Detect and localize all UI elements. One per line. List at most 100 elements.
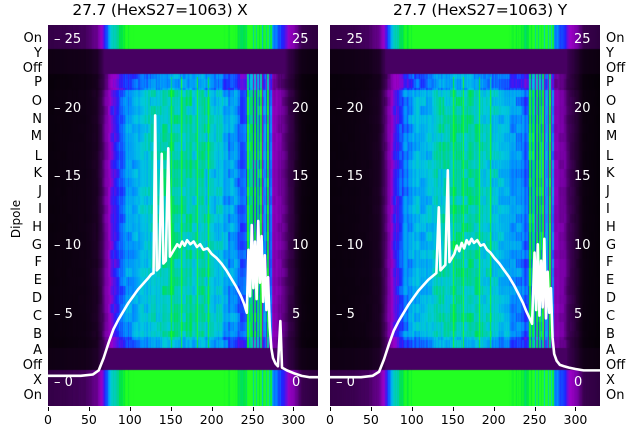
x-tick-mark [370, 407, 372, 411]
y-tick-label: 10 [574, 238, 591, 254]
x-tick-label: 250 [522, 412, 547, 427]
category-tick-a: A [606, 343, 615, 359]
panel-y-trace [330, 168, 600, 379]
category-tick-e: E [606, 273, 615, 289]
panel-y-category-axis: On Y Off P O N M L K J I H G F E D C B A Off X On [602, 0, 640, 440]
y-tick-label: 0 [574, 375, 583, 391]
category-tick-k: K [33, 166, 42, 182]
category-tick-j: J [38, 184, 42, 200]
category-tick-off: Off [606, 358, 626, 374]
y-tick-label: 15 [574, 169, 591, 185]
category-tick-on: On [23, 388, 42, 404]
y-tick-label: – 5 [54, 306, 73, 322]
x-tick-label: 150 [158, 412, 183, 427]
category-tick-l: L [606, 148, 614, 164]
x-tick-label: 50 [80, 412, 97, 427]
category-tick-f: F [606, 255, 614, 271]
y-tick-label: 10 [292, 238, 309, 254]
x-tick-mark [575, 407, 577, 411]
y-tick-label: 0 [292, 375, 301, 391]
y-tick-label: 5 [574, 306, 583, 322]
category-tick-x: X [33, 373, 42, 389]
category-tick-d: D [606, 291, 617, 307]
category-tick-x: X [606, 373, 615, 389]
category-tick-off: Off [22, 358, 42, 374]
x-tick-mark [293, 407, 295, 411]
x-tick-label: 0 [326, 412, 334, 427]
x-tick-label: 150 [440, 412, 465, 427]
category-tick-on: On [606, 388, 625, 404]
x-tick-label: 300 [563, 412, 588, 427]
y-tick-label: – 0 [336, 375, 355, 391]
category-tick-c: C [32, 308, 42, 324]
category-tick-off: Off [606, 60, 626, 76]
x-tick-mark [493, 407, 495, 411]
panel-y-plot-area[interactable] [330, 25, 600, 406]
x-tick-label: 100 [117, 412, 142, 427]
x-tick-mark [48, 407, 49, 411]
x-tick-label: 200 [481, 412, 506, 427]
category-tick-p: P [606, 74, 614, 90]
panel-y-title: 27.7 (HexS27=1063) Y [392, 1, 567, 19]
category-tick-j: J [606, 184, 610, 200]
x-tick-mark [534, 407, 536, 411]
x-tick-mark [411, 407, 413, 411]
y-tick-label: – 20 [336, 100, 364, 116]
category-tick-g: G [606, 237, 617, 253]
category-tick-m: M [30, 129, 42, 145]
category-tick-o: O [31, 93, 42, 109]
category-tick-f: F [34, 255, 42, 271]
panel-y-heatmap [330, 25, 600, 406]
x-tick-label: 0 [44, 412, 52, 427]
y-tick-label: 25 [574, 32, 591, 48]
x-tick-label: 50 [362, 412, 379, 427]
panel-x: 27.7 (HexS27=1063) X On Y Off P O N M L K J I H G F E D… [22, 1, 318, 427]
y-tick-label: – 15 [336, 169, 364, 185]
y-tick-label: – 10 [54, 238, 82, 254]
category-tick-h: H [32, 219, 42, 235]
panel-y: 27.7 (HexS27=1063) Y On Y Off P O N M L K J I H G F E D… [320, 0, 640, 440]
y-tick-label: – 5 [336, 306, 355, 322]
y-tick-label: – 0 [54, 375, 73, 391]
y-tick-label: – 20 [54, 100, 82, 116]
panel-x-title: 27.7 (HexS27=1063) X [72, 1, 248, 19]
category-tick-p: P [34, 74, 42, 90]
category-tick-y: Y [34, 45, 42, 61]
category-tick-off: Off [22, 60, 42, 76]
x-tick-mark [252, 407, 254, 411]
panel-x-trace [48, 114, 318, 379]
x-tick-mark [211, 407, 213, 411]
x-tick-mark [330, 407, 331, 411]
category-tick-d: D [31, 291, 42, 307]
y-tick-label: – 25 [336, 32, 364, 48]
x-tick-mark [88, 407, 90, 411]
y-tick-label: 20 [292, 100, 309, 116]
x-tick-label: 200 [199, 412, 224, 427]
y-tick-label: – 15 [54, 169, 82, 185]
category-tick-e: E [33, 273, 42, 289]
panel-x-heatmap [48, 25, 318, 406]
panel-x-plot-area[interactable] [48, 25, 318, 406]
category-tick-n: N [32, 111, 42, 127]
category-tick-i: I [38, 202, 42, 218]
x-tick-label: 100 [399, 412, 424, 427]
category-tick-b: B [33, 326, 42, 342]
category-tick-on: On [606, 30, 625, 46]
category-tick-c: C [606, 308, 616, 324]
x-tick-label: 250 [240, 412, 265, 427]
category-tick-m: M [606, 129, 618, 145]
category-tick-o: O [606, 93, 617, 109]
category-tick-b: B [606, 326, 615, 342]
y-tick-label: 25 [292, 32, 309, 48]
y-tick-label: 5 [292, 306, 301, 322]
category-tick-g: G [31, 237, 42, 253]
x-tick-mark [452, 407, 454, 411]
category-tick-h: H [606, 219, 616, 235]
category-tick-n: N [606, 111, 616, 127]
y-tick-label: 20 [574, 100, 591, 116]
category-tick-k: K [606, 166, 615, 182]
category-tick-a: A [33, 343, 42, 359]
y-tick-label: – 25 [54, 32, 82, 48]
x-tick-label: 300 [281, 412, 306, 427]
